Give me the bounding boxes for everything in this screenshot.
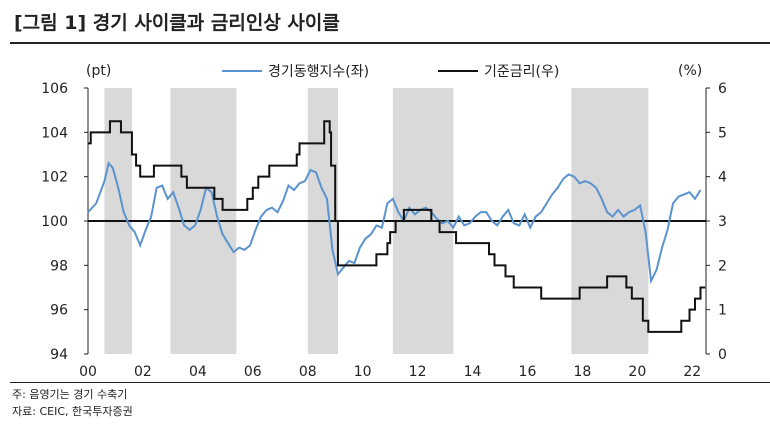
right-tick-label: 2 bbox=[718, 258, 727, 274]
right-tick-label: 0 bbox=[718, 347, 727, 363]
x-tick-label: 04 bbox=[189, 364, 207, 380]
x-tick-label: 14 bbox=[464, 364, 482, 380]
x-tick-label: 16 bbox=[519, 364, 537, 380]
left-tick-label: 96 bbox=[50, 303, 68, 319]
x-tick-label: 22 bbox=[683, 364, 701, 380]
x-tick-label: 20 bbox=[628, 364, 646, 380]
x-tick-label: 06 bbox=[244, 364, 262, 380]
right-tick-label: 6 bbox=[718, 81, 727, 97]
x-tick-label: 10 bbox=[354, 364, 372, 380]
left-axis-unit: (pt) bbox=[86, 63, 111, 79]
series-line-cli bbox=[87, 161, 702, 285]
left-tick-label: 106 bbox=[41, 81, 68, 97]
left-tick-label: 104 bbox=[41, 125, 68, 141]
series-line-policy-rate bbox=[88, 120, 706, 333]
x-tick-label: 00 bbox=[79, 364, 97, 380]
x-tick-label: 08 bbox=[299, 364, 317, 380]
footnote: 주: 음영기는 경기 수축기 bbox=[12, 388, 128, 401]
source-note: 자료: CEIC, 한국투자증권 bbox=[12, 405, 133, 418]
x-tick-label: 02 bbox=[134, 364, 152, 380]
right-tick-label: 4 bbox=[718, 170, 727, 186]
footer-divider bbox=[10, 382, 770, 383]
right-tick-label: 1 bbox=[718, 303, 727, 319]
x-tick-label: 12 bbox=[409, 364, 427, 380]
legend-label-rate: 기준금리(우) bbox=[484, 64, 559, 80]
right-axis-unit: (%) bbox=[678, 63, 702, 79]
right-tick-label: 5 bbox=[718, 125, 727, 141]
legend-label-cli: 경기동행지수(좌) bbox=[268, 64, 369, 80]
left-tick-label: 98 bbox=[50, 258, 68, 274]
title-divider bbox=[10, 42, 770, 44]
right-tick-label: 3 bbox=[718, 214, 727, 230]
x-tick-label: 18 bbox=[573, 364, 591, 380]
chart-title: [그림 1] 경기 사이클과 금리인상 사이클 bbox=[14, 12, 340, 34]
left-tick-label: 102 bbox=[41, 170, 68, 186]
left-tick-label: 100 bbox=[41, 214, 68, 230]
left-tick-label: 94 bbox=[50, 347, 68, 363]
